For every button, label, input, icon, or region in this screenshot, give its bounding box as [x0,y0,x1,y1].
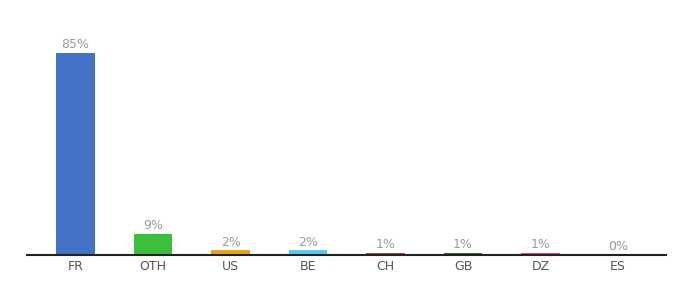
Text: 0%: 0% [608,240,628,253]
Bar [134,234,173,255]
Text: 9%: 9% [143,219,163,232]
Text: 2%: 2% [220,236,241,249]
Bar [443,253,482,255]
Text: 1%: 1% [375,238,396,251]
Bar [521,253,560,255]
Bar [366,253,405,255]
Text: 85%: 85% [62,38,90,51]
Text: 1%: 1% [453,238,473,251]
Text: 1%: 1% [530,238,550,251]
Bar [289,250,328,255]
Bar [211,250,250,255]
Text: 2%: 2% [298,236,318,249]
Bar [56,52,95,255]
